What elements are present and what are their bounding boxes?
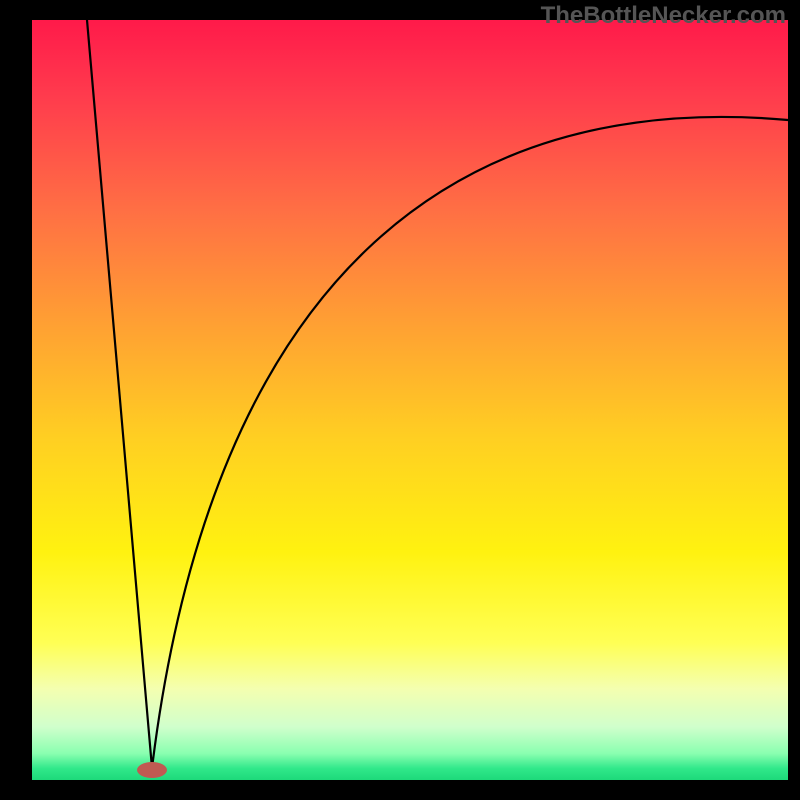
optimum-marker	[137, 762, 167, 778]
curve-overlay	[32, 20, 788, 780]
bottleneck-curve	[87, 20, 788, 768]
chart-container: TheBottleNecker.com	[0, 0, 800, 800]
watermark-text: TheBottleNecker.com	[541, 2, 786, 30]
plot-area	[32, 20, 788, 780]
